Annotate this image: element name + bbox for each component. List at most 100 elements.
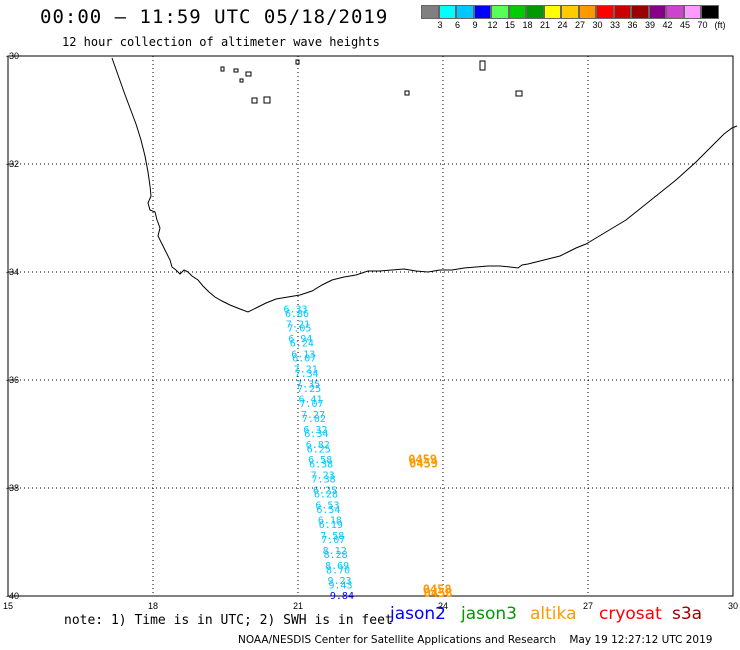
color-swatch [648, 5, 666, 19]
color-swatch [631, 5, 649, 19]
swh-label: 8.69 [325, 561, 349, 572]
color-scale-label: 18 [522, 20, 533, 30]
color-scale-label: 21 [539, 20, 550, 30]
color-swatch [456, 5, 474, 19]
color-swatch [421, 5, 439, 19]
color-swatch [473, 5, 491, 19]
altika-time-label: 0458 [423, 582, 452, 596]
swh-label: 6.19 [319, 520, 343, 531]
offshore-islands [220, 59, 523, 104]
legend-altika: altika [530, 604, 577, 624]
footer-credit: NOAA/NESDIS Center for Satellite Applica… [238, 634, 713, 646]
color-scale-label: 6 [454, 20, 460, 30]
swh-label: 8.70 [326, 565, 350, 576]
color-scale [421, 5, 719, 19]
color-scale-label: 45 [679, 20, 690, 30]
swh-label: 6.58 [308, 455, 332, 466]
swh-label: 7.58 [320, 531, 344, 542]
swh-label: 6.25 [307, 444, 331, 455]
swh-label: 6.34 [304, 429, 328, 440]
swh-label: 7.05 [287, 323, 311, 334]
color-swatch [561, 5, 579, 19]
lon-tick-label: 15 [3, 601, 13, 611]
color-swatch [438, 5, 456, 19]
color-scale-label: (ft) [714, 20, 726, 30]
color-swatch [683, 5, 701, 19]
color-scale-label: 30 [592, 20, 603, 30]
color-swatch [578, 5, 596, 19]
swh-label: 6.07 [292, 354, 316, 365]
legend-s3a: s3a [672, 604, 703, 624]
color-scale-label: 12 [487, 20, 498, 30]
legend-cryosat: cryosat [599, 604, 662, 624]
lon-tick-label: 21 [293, 601, 303, 611]
coastline [111, 57, 738, 313]
satellite-track: 6.336.867.217.056.946.246.136.077.217.34… [284, 305, 354, 603]
swh-label: 7.21 [294, 364, 318, 375]
swh-label: 6.82 [306, 440, 330, 451]
color-scale-label: 70 [697, 20, 708, 30]
swh-label: 9.43 [328, 580, 352, 591]
swh-label: 7.25 [297, 384, 321, 395]
swh-label: 9.23 [327, 576, 351, 587]
color-scale-label: 3 [437, 20, 443, 30]
swh-label: 6.25 [313, 485, 337, 496]
swh-label: 7.07 [321, 535, 345, 546]
swh-label: 6.94 [288, 334, 312, 345]
map-subtitle: 12 hour collection of altimeter wave hei… [62, 35, 380, 49]
swh-label: 7.02 [302, 414, 326, 425]
altika-time-label: 0458 [424, 586, 453, 600]
color-swatch [613, 5, 631, 19]
lat-tick-label: -32 [6, 159, 19, 169]
lat-tick-label: -36 [6, 375, 19, 385]
swh-label: 6.13 [291, 349, 315, 360]
legend-jason2: jason2 [390, 604, 446, 624]
swh-label: 6.86 [285, 309, 309, 320]
swh-label: 6.18 [318, 516, 342, 527]
lat-tick-label: -34 [6, 267, 19, 277]
swh-label: 7.38 [312, 475, 336, 486]
color-scale-label: 42 [662, 20, 673, 30]
lon-tick-label: 24 [438, 601, 448, 611]
map-title: 00:00 – 11:59 UTC 05/18/2019 [40, 6, 389, 28]
color-swatch [701, 5, 719, 19]
lon-tick-label: 30 [728, 601, 738, 611]
swh-label: 7.27 [301, 410, 325, 421]
swh-label: 6.41 [298, 395, 322, 406]
lat-tick-label: -38 [6, 483, 19, 493]
swh-label: 6.54 [316, 505, 340, 516]
swh-label: 6.28 [314, 490, 338, 501]
swh-label: 8.28 [324, 550, 348, 561]
color-swatch [543, 5, 561, 19]
swh-label: 6.53 [315, 501, 339, 512]
altika-time-label: 0459 [408, 453, 437, 467]
swh-label: 7.34 [295, 369, 319, 380]
swh-label: 7.07 [299, 399, 323, 410]
color-scale-labels: 3 6 9 12 15 18 21 24 27 30 33 36 39 42 45 70 (ft) [421, 20, 740, 34]
swh-label: 7.21 [286, 320, 310, 331]
lat-tick-label: -40 [6, 591, 19, 601]
color-scale-label: 39 [644, 20, 655, 30]
color-swatch [596, 5, 614, 19]
swh-label: 6.38 [309, 459, 333, 470]
color-scale-label: 24 [557, 20, 568, 30]
legend-jason3: jason3 [461, 604, 517, 624]
swh-label: 6.33 [284, 305, 308, 316]
color-swatch [491, 5, 509, 19]
units-note: note: 1) Time is in UTC; 2) SWH is in fe… [64, 613, 393, 628]
lat-tick-label: -30 [6, 51, 19, 61]
color-scale-label: 9 [472, 20, 478, 30]
swh-label: 7.35 [296, 380, 320, 391]
map-frame [7, 55, 734, 597]
swh-label: 6.24 [290, 339, 314, 350]
color-swatch [508, 5, 526, 19]
swh-label: 6.32 [303, 425, 327, 436]
altika-time-label: 0459 [409, 456, 438, 470]
color-swatch [526, 5, 544, 19]
color-scale-label: 27 [574, 20, 585, 30]
south-africa-coastline [111, 57, 738, 313]
color-scale-label: 15 [504, 20, 515, 30]
lon-tick-label: 27 [583, 601, 593, 611]
